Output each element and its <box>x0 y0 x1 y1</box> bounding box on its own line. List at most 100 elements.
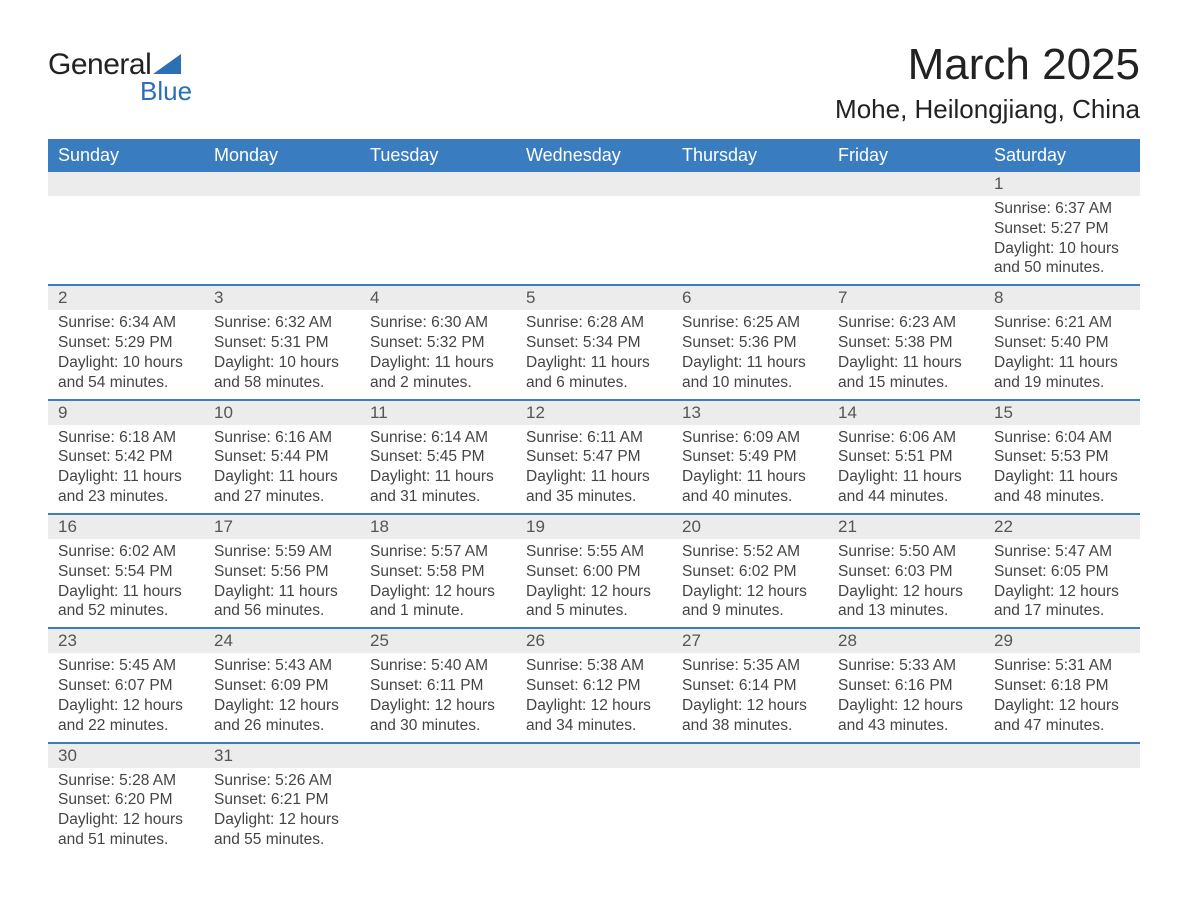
calendar-day-cell: 16Sunrise: 6:02 AMSunset: 5:54 PMDayligh… <box>48 514 204 628</box>
calendar-day-cell <box>360 172 516 285</box>
daylight-line: Daylight: 12 hours and 38 minutes. <box>682 696 818 736</box>
day-body: Sunrise: 6:18 AMSunset: 5:42 PMDaylight:… <box>48 425 204 513</box>
daylight-line: Daylight: 11 hours and 31 minutes. <box>370 467 506 507</box>
calendar-day-cell: 10Sunrise: 6:16 AMSunset: 5:44 PMDayligh… <box>204 400 360 514</box>
day-body: Sunrise: 6:02 AMSunset: 5:54 PMDaylight:… <box>48 539 204 627</box>
day-number <box>672 744 828 768</box>
sunset-line: Sunset: 5:38 PM <box>838 333 974 353</box>
sunset-line: Sunset: 5:56 PM <box>214 562 350 582</box>
daylight-line: Daylight: 12 hours and 1 minute. <box>370 582 506 622</box>
day-number: 1 <box>984 172 1140 196</box>
day-number: 16 <box>48 515 204 539</box>
day-number <box>828 172 984 196</box>
day-body: Sunrise: 5:47 AMSunset: 6:05 PMDaylight:… <box>984 539 1140 627</box>
day-number: 18 <box>360 515 516 539</box>
daylight-line: Daylight: 12 hours and 22 minutes. <box>58 696 194 736</box>
day-number <box>360 744 516 768</box>
daylight-line: Daylight: 11 hours and 23 minutes. <box>58 467 194 507</box>
sunset-line: Sunset: 5:44 PM <box>214 447 350 467</box>
day-number: 26 <box>516 629 672 653</box>
sunrise-line: Sunrise: 5:52 AM <box>682 542 818 562</box>
day-number: 10 <box>204 401 360 425</box>
day-body: Sunrise: 5:31 AMSunset: 6:18 PMDaylight:… <box>984 653 1140 741</box>
calendar-day-cell: 28Sunrise: 5:33 AMSunset: 6:16 PMDayligh… <box>828 628 984 742</box>
sunset-line: Sunset: 5:36 PM <box>682 333 818 353</box>
sunset-line: Sunset: 6:11 PM <box>370 676 506 696</box>
day-body <box>516 196 672 268</box>
calendar-week-row: 1Sunrise: 6:37 AMSunset: 5:27 PMDaylight… <box>48 172 1140 285</box>
sunrise-line: Sunrise: 6:04 AM <box>994 428 1130 448</box>
sunset-line: Sunset: 6:12 PM <box>526 676 662 696</box>
day-number <box>204 172 360 196</box>
daylight-line: Daylight: 11 hours and 19 minutes. <box>994 353 1130 393</box>
sunset-line: Sunset: 6:02 PM <box>682 562 818 582</box>
calendar-day-cell <box>48 172 204 285</box>
day-body <box>672 196 828 268</box>
calendar-table: Sunday Monday Tuesday Wednesday Thursday… <box>48 139 1140 856</box>
day-body: Sunrise: 5:57 AMSunset: 5:58 PMDaylight:… <box>360 539 516 627</box>
sunrise-line: Sunrise: 6:37 AM <box>994 199 1130 219</box>
day-number <box>672 172 828 196</box>
day-number: 22 <box>984 515 1140 539</box>
day-number <box>516 744 672 768</box>
sunrise-line: Sunrise: 6:34 AM <box>58 313 194 333</box>
day-number: 3 <box>204 286 360 310</box>
calendar-day-cell: 3Sunrise: 6:32 AMSunset: 5:31 PMDaylight… <box>204 285 360 399</box>
calendar-day-cell: 21Sunrise: 5:50 AMSunset: 6:03 PMDayligh… <box>828 514 984 628</box>
calendar-week-row: 23Sunrise: 5:45 AMSunset: 6:07 PMDayligh… <box>48 628 1140 742</box>
daylight-line: Daylight: 11 hours and 48 minutes. <box>994 467 1130 507</box>
daylight-line: Daylight: 12 hours and 51 minutes. <box>58 810 194 850</box>
daylight-line: Daylight: 12 hours and 13 minutes. <box>838 582 974 622</box>
sunset-line: Sunset: 6:07 PM <box>58 676 194 696</box>
sunset-line: Sunset: 6:09 PM <box>214 676 350 696</box>
daylight-line: Daylight: 11 hours and 56 minutes. <box>214 582 350 622</box>
calendar-day-cell: 5Sunrise: 6:28 AMSunset: 5:34 PMDaylight… <box>516 285 672 399</box>
day-body <box>672 768 828 840</box>
calendar-day-cell: 13Sunrise: 6:09 AMSunset: 5:49 PMDayligh… <box>672 400 828 514</box>
day-number: 6 <box>672 286 828 310</box>
calendar-day-cell: 20Sunrise: 5:52 AMSunset: 6:02 PMDayligh… <box>672 514 828 628</box>
calendar-week-row: 2Sunrise: 6:34 AMSunset: 5:29 PMDaylight… <box>48 285 1140 399</box>
sunset-line: Sunset: 5:58 PM <box>370 562 506 582</box>
sunrise-line: Sunrise: 6:16 AM <box>214 428 350 448</box>
calendar-day-cell: 18Sunrise: 5:57 AMSunset: 5:58 PMDayligh… <box>360 514 516 628</box>
sunrise-line: Sunrise: 6:25 AM <box>682 313 818 333</box>
day-number: 11 <box>360 401 516 425</box>
daylight-line: Daylight: 12 hours and 55 minutes. <box>214 810 350 850</box>
day-body: Sunrise: 5:26 AMSunset: 6:21 PMDaylight:… <box>204 768 360 856</box>
day-body <box>360 768 516 840</box>
day-body: Sunrise: 6:25 AMSunset: 5:36 PMDaylight:… <box>672 310 828 398</box>
calendar-day-cell: 1Sunrise: 6:37 AMSunset: 5:27 PMDaylight… <box>984 172 1140 285</box>
sunset-line: Sunset: 6:16 PM <box>838 676 974 696</box>
logo: General Blue <box>48 48 192 107</box>
sunset-line: Sunset: 5:27 PM <box>994 219 1130 239</box>
day-number <box>516 172 672 196</box>
calendar-body: 1 Sunrise: 6:37 AMSunset: 5:27 PM Daylight… <box>48 172 1140 856</box>
calendar-day-cell <box>984 743 1140 856</box>
calendar-day-cell: 4Sunrise: 6:30 AMSunset: 5:32 PMDaylight… <box>360 285 516 399</box>
sunset-line: Sunset: 5:54 PM <box>58 562 194 582</box>
sunrise-line: Sunrise: 5:50 AM <box>838 542 974 562</box>
day-number: 25 <box>360 629 516 653</box>
daylight-line: Daylight: 11 hours and 10 minutes. <box>682 353 818 393</box>
day-body <box>48 196 204 268</box>
calendar-day-cell: 30Sunrise: 5:28 AMSunset: 6:20 PMDayligh… <box>48 743 204 856</box>
sunset-line: Sunset: 5:29 PM <box>58 333 194 353</box>
day-body <box>828 768 984 840</box>
day-number: 31 <box>204 744 360 768</box>
day-body: Sunrise: 6:30 AMSunset: 5:32 PMDaylight:… <box>360 310 516 398</box>
sunset-line: Sunset: 6:05 PM <box>994 562 1130 582</box>
calendar-day-cell: 12Sunrise: 6:11 AMSunset: 5:47 PMDayligh… <box>516 400 672 514</box>
calendar-day-cell <box>360 743 516 856</box>
day-body: Sunrise: 5:59 AMSunset: 5:56 PMDaylight:… <box>204 539 360 627</box>
weekday-header: Tuesday <box>360 139 516 172</box>
sunrise-line: Sunrise: 6:06 AM <box>838 428 974 448</box>
day-number: 29 <box>984 629 1140 653</box>
daylight-line: Daylight: 11 hours and 35 minutes. <box>526 467 662 507</box>
sunrise-line: Sunrise: 6:21 AM <box>994 313 1130 333</box>
daylight-line: Daylight: 11 hours and 44 minutes. <box>838 467 974 507</box>
logo-text-blue: Blue <box>140 76 192 107</box>
day-number: 27 <box>672 629 828 653</box>
calendar-day-cell <box>672 172 828 285</box>
sunrise-line: Sunrise: 5:40 AM <box>370 656 506 676</box>
